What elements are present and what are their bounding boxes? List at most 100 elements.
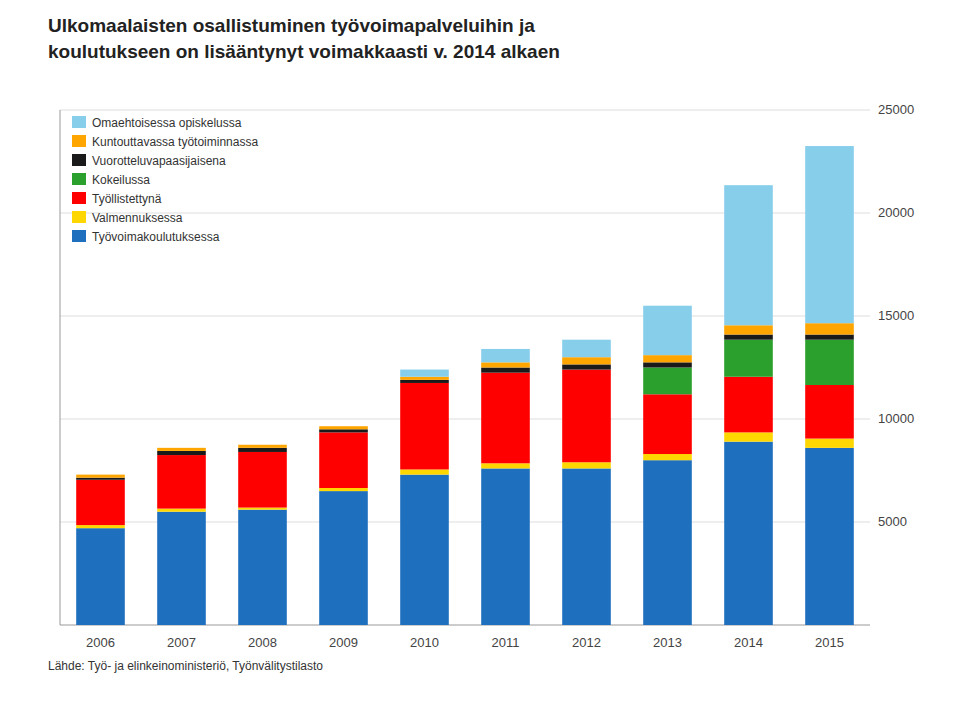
bar-segment — [805, 335, 854, 340]
bar-segment — [76, 474, 125, 475]
bar-segment — [562, 462, 611, 468]
bar-segment — [724, 325, 773, 334]
chart-container: Ulkomaalaisten osallistuminen työvoimapa… — [0, 0, 960, 705]
bar-segment — [643, 355, 692, 362]
bar-segment — [481, 349, 530, 362]
x-tick-label: 2008 — [248, 635, 277, 650]
x-tick-label: 2015 — [815, 635, 844, 650]
x-tick-label: 2010 — [410, 635, 439, 650]
subtitle: koulutukseen on lisääntynyt voimakkaasti… — [48, 41, 560, 62]
title: Ulkomaalaisten osallistuminen työvoimapa… — [48, 15, 535, 36]
bar-segment — [643, 368, 692, 395]
legend-swatch — [72, 135, 86, 147]
bar-segment — [805, 385, 854, 439]
legend-label: Työllistettynä — [92, 192, 162, 206]
bar-segment — [400, 377, 449, 380]
legend-label: Kuntouttavassa työtoiminnassa — [92, 135, 258, 149]
bar-segment — [724, 335, 773, 340]
series — [400, 146, 854, 377]
bar-segment — [562, 468, 611, 625]
bar-segment — [76, 478, 125, 480]
legend-swatch — [72, 211, 86, 223]
bar-segment — [76, 480, 125, 525]
bar-segment — [238, 508, 287, 510]
bars — [76, 146, 854, 625]
legend-label: Kokeilussa — [92, 173, 150, 187]
y-tick-label: 25000 — [878, 102, 914, 117]
bar-segment — [238, 445, 287, 448]
bar-segment — [562, 370, 611, 463]
legend-swatch — [72, 116, 86, 128]
legend-label: Työvoimakoulutuksessa — [92, 230, 220, 244]
bar-segment — [319, 488, 368, 491]
bar-segment — [319, 426, 368, 429]
bar-segment — [481, 468, 530, 625]
bar-segment — [805, 146, 854, 323]
series — [76, 370, 854, 526]
bar-segment — [76, 475, 125, 478]
bar-segment — [643, 394, 692, 454]
legend-swatch — [72, 192, 86, 204]
bar-segment — [319, 429, 368, 432]
bar-segment — [805, 448, 854, 625]
bar-segment — [643, 362, 692, 367]
series — [76, 335, 854, 480]
x-tick-label: 2007 — [167, 635, 196, 650]
bar-segment — [157, 451, 206, 455]
bar-segment — [238, 444, 287, 445]
bar-segment — [238, 510, 287, 625]
bar-segment — [400, 475, 449, 625]
bar-segment — [724, 340, 773, 377]
y-tick-label: 5000 — [878, 514, 907, 529]
x-tick-label: 2013 — [653, 635, 682, 650]
bar-segment — [157, 512, 206, 625]
bar-segment — [400, 469, 449, 474]
bar-segment — [724, 377, 773, 433]
series — [76, 323, 854, 478]
y-tick-label: 20000 — [878, 205, 914, 220]
bar-segment — [238, 448, 287, 452]
bar-segment — [805, 323, 854, 334]
source-note: Lähde: Työ- ja elinkeinoministeriö, Työn… — [48, 659, 323, 673]
bar-segment — [157, 448, 206, 451]
bar-segment — [481, 368, 530, 373]
bar-segment — [400, 380, 449, 383]
bar-segment — [724, 432, 773, 441]
legend-label: Valmennuksessa — [92, 211, 183, 225]
legend: Omaehtoisessa opiskelussa Kuntouttavassa … — [72, 116, 258, 244]
bar-segment — [643, 306, 692, 355]
legend-label: Omaehtoisessa opiskelussa — [92, 116, 242, 130]
x-tick-label: 2014 — [734, 635, 763, 650]
legend-swatch — [72, 230, 86, 242]
bar-segment — [724, 185, 773, 325]
bar-segment — [562, 364, 611, 369]
bar-segment — [805, 340, 854, 385]
y-axis-line — [60, 110, 61, 625]
page: {"chart_data": { "type": "bar", "stacked… — [0, 0, 960, 705]
bar-segment — [562, 357, 611, 364]
bar-segment — [76, 525, 125, 528]
bar-segment — [157, 509, 206, 512]
bar-segment — [562, 340, 611, 358]
bar-segment — [400, 383, 449, 470]
y-tick-label: 10000 — [878, 411, 914, 426]
bar-segment — [643, 454, 692, 460]
bar-segment — [481, 463, 530, 468]
legend-label: Vuorotteluvapaasijaisena — [92, 154, 226, 168]
x-tick-label: 2012 — [572, 635, 601, 650]
chart: Ulkomaalaisten osallistuminen työvoimapa… — [0, 0, 960, 705]
bar-segment — [805, 439, 854, 448]
bar-segment — [319, 432, 368, 488]
legend-swatch — [72, 154, 86, 166]
series — [76, 432, 854, 528]
bar-segment — [76, 528, 125, 625]
bar-segment — [481, 362, 530, 367]
bar-segment — [400, 370, 449, 377]
bar-segment — [643, 460, 692, 625]
bar-segment — [724, 442, 773, 625]
legend-swatch — [72, 173, 86, 185]
bar-segment — [319, 426, 368, 427]
bar-segment — [481, 373, 530, 464]
x-tick-label: 2011 — [492, 635, 520, 650]
bar-segment — [157, 447, 206, 448]
